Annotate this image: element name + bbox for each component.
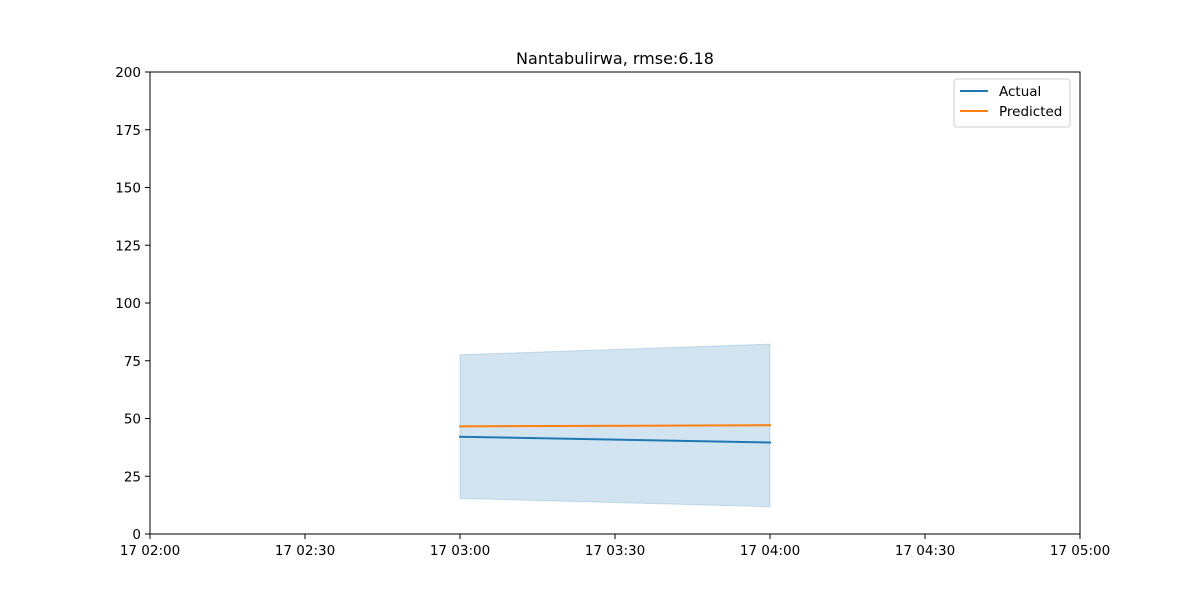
x-axis: 17 02:00 17 02:30 17 03:00 17 03:30 17 04:00…: [120, 534, 1110, 559]
legend-label-actual: Actual: [999, 84, 1041, 100]
y-tick-label: 150: [115, 181, 141, 197]
y-tick-label: 0: [132, 527, 141, 543]
y-tick-label: 100: [115, 296, 141, 312]
series-line-actual: [458, 435, 772, 444]
x-tick-label: 17 02:30: [275, 543, 335, 559]
x-tick-label: 17 03:00: [430, 543, 490, 559]
plot-area: [149, 71, 1081, 535]
x-tick-label: 17 04:00: [740, 543, 800, 559]
legend-label-predicted: Predicted: [999, 104, 1062, 120]
x-tick-label: 17 02:00: [120, 543, 180, 559]
y-tick-label: 175: [115, 123, 141, 139]
chart-title: Nantabulirwa, rmse:6.18: [516, 49, 714, 68]
series-line-predicted: [458, 424, 772, 428]
y-tick-label: 200: [115, 65, 141, 81]
y-tick-label: 125: [115, 238, 141, 254]
y-tick-label: 50: [124, 412, 141, 428]
legend: Actual Predicted: [953, 78, 1071, 128]
y-tick-label: 75: [124, 354, 141, 370]
x-tick-label: 17 05:00: [1050, 543, 1110, 559]
x-tick-label: 17 04:30: [895, 543, 955, 559]
x-tick-label: 17 03:30: [585, 543, 645, 559]
y-axis: 0 25 50 75 100 125 150 175 200: [115, 65, 150, 543]
y-tick-label: 25: [124, 469, 141, 485]
